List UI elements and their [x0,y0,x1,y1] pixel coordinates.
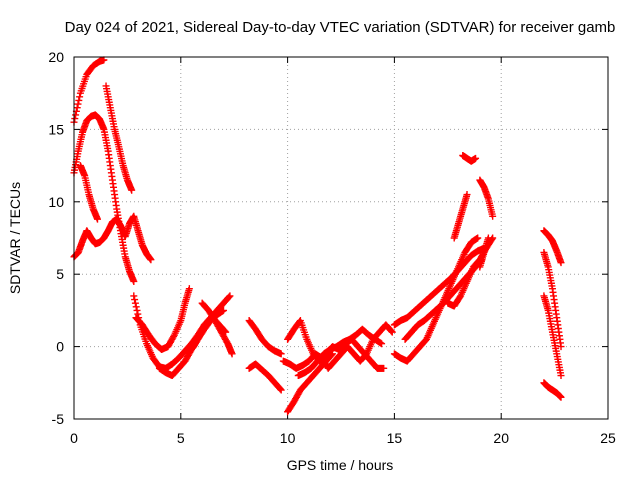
data-point [387,327,395,335]
series-track-7 [132,285,193,353]
data-point [226,292,234,300]
data-point [128,186,136,194]
series-track-26 [540,248,565,351]
data-point [474,234,482,242]
data-point [130,292,138,300]
data-point [132,303,140,311]
y-tick-label: 5 [56,266,64,282]
series-track-27 [540,292,565,380]
series-track-23 [476,176,497,220]
y-tick-label: -5 [52,411,65,427]
data-point [131,299,139,307]
y-axis-label: SDTVAR / TECUs [7,182,23,294]
data-point [93,215,101,223]
series-track-17 [390,234,482,365]
data-point [276,385,284,393]
data-point [76,93,84,101]
data-point [220,306,228,314]
y-tick-label: 15 [48,121,64,137]
x-tick-label: 25 [600,430,616,446]
data-point [557,372,565,380]
data-point [72,111,80,119]
plot-frame [73,56,609,420]
series-track-11 [245,317,285,358]
data-point [557,259,565,267]
axis-ticks: 0 5 10 15 20 25 -5 0 5 10 15 20 [48,49,616,446]
data-point [484,234,492,242]
series-track-2 [70,111,138,285]
data-point [489,212,497,220]
x-tick-label: 15 [387,430,403,446]
data-point [228,350,236,358]
y-tick-label: 10 [48,194,64,210]
data-point [225,293,233,301]
data-point [380,364,388,372]
series-track-16 [294,325,386,380]
y-tick-label: 0 [56,339,64,355]
data-point [557,393,565,401]
series-track-1 [70,56,108,126]
x-axis-label: GPS time / hours [287,457,394,473]
series-track-25 [540,227,565,267]
series-track-4 [76,162,101,223]
data-point [100,56,108,64]
series-track-24 [476,234,492,271]
data-point [131,296,139,304]
data-point [463,191,471,199]
data-point [74,100,82,108]
chart-title: Day 024 of 2021, Sidereal Day-to-day VTE… [65,19,616,36]
data-point [472,154,480,162]
x-tick-label: 5 [177,430,185,446]
series-track-22 [459,151,480,165]
data-point [388,328,396,336]
data-points [70,56,565,416]
gridlines [74,57,608,419]
data-point [133,306,141,314]
data-point [130,277,138,285]
data-point [170,332,178,340]
data-point [185,285,193,293]
series-track-19 [401,256,486,343]
data-point [71,115,79,123]
data-point [296,318,304,326]
series-track-28 [540,379,565,401]
x-tick-label: 0 [70,430,78,446]
data-point [557,343,565,351]
y-tick-label: 20 [48,49,64,65]
series-track-12 [245,360,285,394]
series-track-10 [198,299,236,358]
series-track-5 [102,82,136,194]
data-point [75,96,83,104]
series-track-21 [450,191,471,242]
x-tick-label: 20 [493,430,509,446]
series-track-14 [279,321,396,372]
data-point [378,340,386,348]
data-point [73,104,81,112]
x-tick-label: 10 [280,430,296,446]
data-point [277,386,285,394]
data-point [277,350,285,358]
series-track-3 [70,212,155,264]
data-point [147,256,155,264]
data-point [456,293,464,301]
